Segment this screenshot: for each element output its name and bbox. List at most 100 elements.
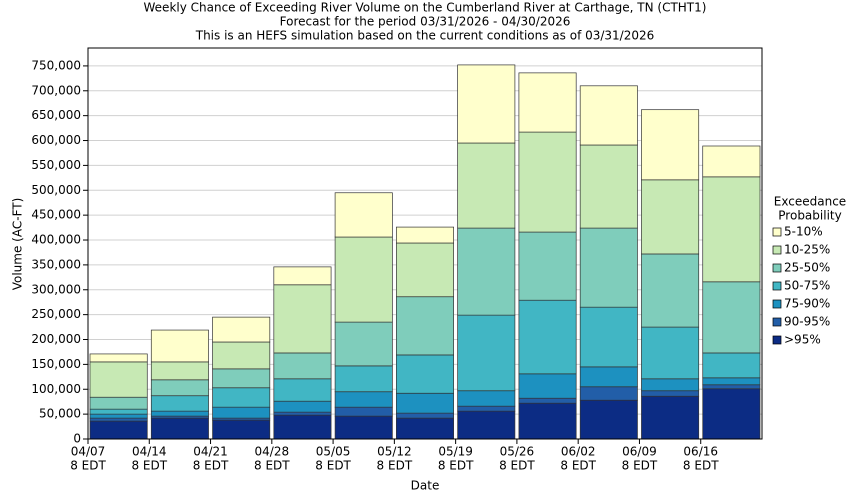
bar-segment <box>212 341 271 370</box>
bar-segment <box>89 413 148 419</box>
x-tick-label: 8 EDT <box>622 459 658 473</box>
legend-swatch <box>772 335 782 345</box>
y-tick-label: 750,000 <box>31 58 81 72</box>
legend-swatch <box>772 263 782 273</box>
bar-segment <box>579 306 638 368</box>
y-tick-label: 50,000 <box>39 407 81 421</box>
legend-swatch <box>772 245 782 255</box>
y-tick-label: 100,000 <box>31 382 81 396</box>
bar-segment <box>641 395 700 440</box>
bar-segment <box>579 144 638 229</box>
legend-label: 75-90% <box>784 297 830 311</box>
bar-segment <box>518 131 577 233</box>
y-tick-label: 150,000 <box>31 357 81 371</box>
bar-segment <box>457 227 516 316</box>
x-tick-label: 04/07 <box>71 445 106 459</box>
x-tick-label: 8 EDT <box>315 459 351 473</box>
bar-segment <box>273 411 332 416</box>
bar-segment <box>273 352 332 380</box>
bar-segment <box>89 408 148 415</box>
bar-segment <box>641 179 700 255</box>
x-tick-label: 8 EDT <box>131 459 167 473</box>
bar-segment <box>702 388 761 440</box>
legend-swatch <box>772 281 782 291</box>
bar-segment <box>212 387 271 408</box>
bar-segment <box>457 390 516 407</box>
y-tick-label: 400,000 <box>31 233 81 247</box>
y-tick-label: 600,000 <box>31 133 81 147</box>
y-tick-label: 450,000 <box>31 208 81 222</box>
bar-segment <box>518 72 577 133</box>
x-tick-label: 05/12 <box>377 445 412 459</box>
bar-segment <box>702 384 761 390</box>
bar-segment <box>579 85 638 146</box>
bar-segment <box>518 231 577 301</box>
x-tick-label: 8 EDT <box>438 459 474 473</box>
bar-segment <box>396 417 454 440</box>
y-axis-label: Volume (AC-FT) <box>11 198 25 291</box>
y-tick-label: 700,000 <box>31 83 81 97</box>
y-tick-label: 250,000 <box>31 307 81 321</box>
bar-segment <box>334 365 393 393</box>
legend-label: >95% <box>784 333 821 347</box>
x-tick-label: 04/14 <box>132 445 167 459</box>
bar-segment <box>150 361 209 381</box>
bar-segment <box>702 352 761 379</box>
x-tick-label: 04/21 <box>193 445 228 459</box>
bar-segment <box>150 329 209 363</box>
bar-segment <box>518 373 577 399</box>
bar-segment <box>579 227 638 308</box>
bar-segment <box>457 410 516 440</box>
x-tick-label: 05/26 <box>500 445 535 459</box>
x-tick-label: 8 EDT <box>377 459 413 473</box>
bar-segment <box>89 361 148 398</box>
y-tick-label: 200,000 <box>31 332 81 346</box>
y-tick-label: 0 <box>73 432 81 446</box>
x-tick-label: 8 EDT <box>560 459 596 473</box>
x-tick-label: 06/02 <box>561 445 596 459</box>
bar-segment <box>702 281 761 354</box>
legend-swatch <box>772 227 782 237</box>
bar-segment <box>579 399 638 440</box>
bar-segment <box>89 353 148 363</box>
bar-segment <box>641 253 700 328</box>
bar-segment <box>212 368 271 389</box>
bar-segment <box>518 299 577 375</box>
bar-segment <box>518 397 577 404</box>
legend-title: Probability <box>778 209 841 223</box>
bar-segment <box>150 410 209 417</box>
y-tick-label: 300,000 <box>31 282 81 296</box>
legend-label: 25-50% <box>784 261 830 275</box>
bar-segment <box>396 226 454 244</box>
bar-segment <box>150 417 209 440</box>
bar-segment <box>396 296 454 356</box>
bar-segment <box>89 417 148 422</box>
bar-segment <box>702 176 761 283</box>
x-tick-label: 8 EDT <box>70 459 106 473</box>
bar-segment <box>273 400 332 413</box>
legend-label: 90-95% <box>784 315 830 329</box>
x-tick-label: 8 EDT <box>254 459 290 473</box>
y-tick-label: 350,000 <box>31 257 81 271</box>
bar-segment <box>396 392 454 414</box>
chart-subtitle: This is an HEFS simulation based on the … <box>195 29 655 43</box>
bar-segment <box>457 405 516 412</box>
bar-segment <box>334 192 393 238</box>
bar-segment <box>641 390 700 397</box>
x-tick-label: 06/16 <box>683 445 718 459</box>
bar-segment <box>457 142 516 229</box>
x-tick-label: 8 EDT <box>499 459 535 473</box>
bar-segment <box>457 64 516 144</box>
bar-segment <box>396 242 454 298</box>
bar-segment <box>641 326 700 380</box>
bar-segment <box>273 266 332 286</box>
bar-segment <box>334 236 393 323</box>
legend-title: Exceedance <box>774 195 846 209</box>
bar-segment <box>212 316 271 343</box>
x-tick-label: 05/05 <box>316 445 351 459</box>
bar-segment <box>702 145 761 178</box>
bar-segment <box>641 109 700 181</box>
x-axis-label: Date <box>411 479 440 493</box>
bar-segment <box>212 419 271 440</box>
